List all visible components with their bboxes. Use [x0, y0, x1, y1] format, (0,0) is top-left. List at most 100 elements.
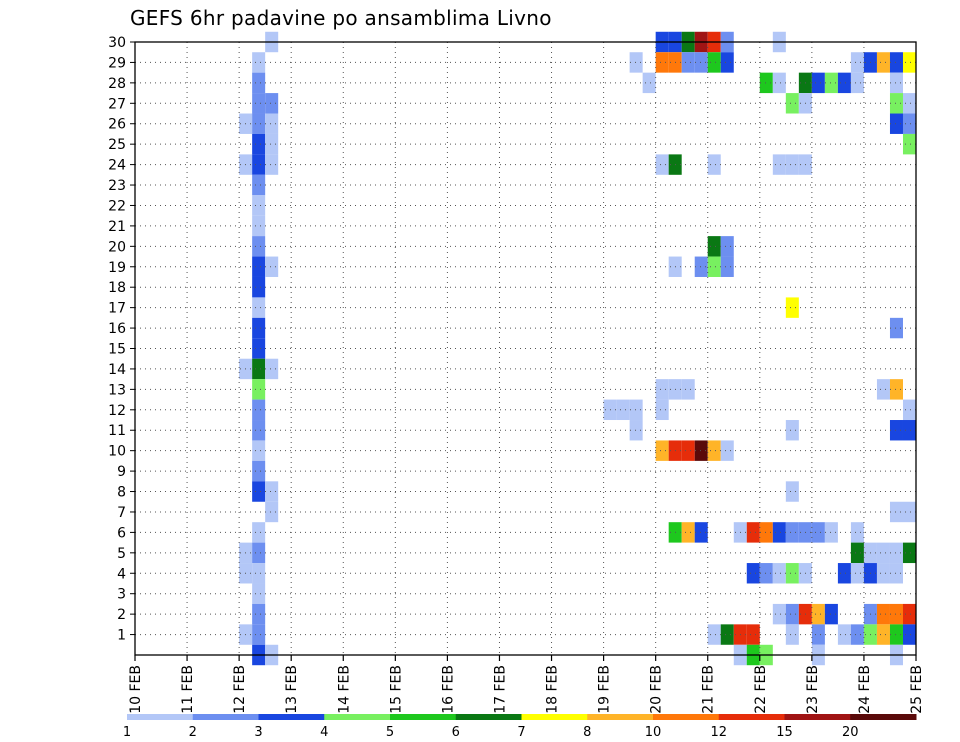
heatmap-cell — [746, 624, 760, 645]
heatmap-cell — [616, 399, 630, 421]
heatmap-cell — [707, 154, 721, 175]
colorbar-swatch — [653, 714, 720, 720]
heatmap-cell — [902, 93, 916, 114]
heatmap-cell — [889, 542, 903, 564]
colorbar-label: 3 — [254, 725, 262, 740]
heatmap-cell — [655, 440, 669, 461]
x-tick-label: 19 FEB — [597, 665, 613, 714]
heatmap-cell — [876, 379, 890, 400]
heatmap-cell — [252, 215, 266, 237]
heatmap-cell — [252, 603, 266, 625]
y-tick-label: 29 — [108, 55, 126, 71]
heatmap-cell — [772, 563, 786, 584]
colorbar-label: 10 — [645, 725, 662, 740]
heatmap-cell — [655, 154, 669, 175]
heatmap-cell — [889, 379, 903, 400]
y-tick-label: 19 — [108, 260, 126, 276]
heatmap-cell — [252, 522, 266, 543]
heatmap-cell — [759, 72, 773, 94]
heatmap-cell — [850, 542, 864, 564]
x-tick-label: 24 FEB — [857, 665, 873, 714]
heatmap-cell — [785, 420, 799, 441]
heatmap-cell — [655, 379, 669, 400]
y-tick-label: 17 — [108, 301, 126, 317]
heatmap-cell — [694, 52, 708, 73]
heatmap-cell — [694, 256, 708, 277]
heatmap-cell — [889, 72, 903, 94]
heatmap-cell — [889, 52, 903, 73]
heatmap-cell — [252, 563, 266, 584]
y-axis-ticks: 1234567891011121314151617181920212223242… — [108, 35, 135, 644]
heatmap-cell — [265, 93, 279, 114]
heatmap-cell — [850, 563, 864, 584]
y-tick-label: 20 — [108, 239, 126, 255]
x-tick-label: 18 FEB — [545, 665, 561, 714]
x-tick-label: 20 FEB — [649, 665, 665, 714]
heatmap-cell — [252, 399, 266, 421]
colorbar-label: 1 — [123, 725, 131, 740]
x-tick-label: 25 FEB — [909, 665, 925, 714]
heatmap-cell — [889, 624, 903, 645]
y-tick-label: 21 — [108, 219, 126, 235]
y-tick-label: 9 — [117, 464, 126, 480]
heatmap-cell — [772, 522, 786, 543]
heatmap-cell — [902, 52, 916, 73]
y-tick-label: 30 — [108, 35, 126, 51]
heatmap-cell — [707, 440, 721, 461]
heatmap-cell — [252, 583, 266, 604]
y-tick-label: 23 — [108, 178, 126, 194]
colorbar-swatch — [784, 714, 851, 720]
heatmap-cell — [252, 52, 266, 73]
y-tick-label: 27 — [108, 96, 126, 112]
heatmap-cell — [889, 563, 903, 584]
heatmap-cell — [629, 52, 643, 73]
y-tick-label: 18 — [108, 280, 126, 296]
heatmap-cell — [837, 72, 851, 94]
heatmap-cell — [265, 501, 279, 523]
colorbar-label: 15 — [776, 725, 793, 740]
y-tick-label: 15 — [108, 342, 126, 358]
heatmap-cell — [252, 379, 266, 400]
y-tick-label: 10 — [108, 444, 126, 460]
heatmap-cell — [902, 113, 916, 134]
heatmap-cell — [252, 440, 266, 461]
heatmap-cell — [902, 501, 916, 523]
heatmap-cell — [252, 358, 266, 380]
y-tick-label: 3 — [117, 587, 126, 603]
heatmap-cell — [759, 522, 773, 543]
colorbar-swatch — [850, 714, 917, 720]
heatmap-cell — [265, 113, 279, 134]
colorbar-swatch — [521, 714, 588, 720]
y-tick-label: 25 — [108, 137, 126, 153]
heatmap-cell — [252, 236, 266, 257]
heatmap-cell — [811, 624, 825, 645]
y-tick-label: 26 — [108, 117, 126, 133]
colorbar-swatch — [390, 714, 457, 720]
colorbar-label: 5 — [386, 725, 394, 740]
heatmap-cell — [772, 72, 786, 94]
heatmap-cell — [265, 256, 279, 277]
y-tick-label: 28 — [108, 76, 126, 92]
heatmap-cell — [837, 563, 851, 584]
heatmap-cell — [824, 72, 838, 94]
heatmap-cell — [785, 481, 799, 502]
heatmap-cell — [902, 420, 916, 441]
heatmap-cell — [850, 624, 864, 645]
heatmap-cell — [252, 542, 266, 564]
heatmap-cell — [642, 72, 656, 94]
colorbar-label: 7 — [517, 725, 525, 740]
y-tick-label: 16 — [108, 321, 126, 337]
heatmap-cell — [785, 154, 799, 175]
colorbar-swatch — [258, 714, 325, 720]
y-tick-label: 13 — [108, 382, 126, 398]
colorbar-label: 8 — [583, 725, 591, 740]
heatmap-cell — [785, 93, 799, 114]
heatmap-cell — [759, 563, 773, 584]
heatmap-cell — [252, 113, 266, 134]
y-tick-label: 7 — [117, 505, 126, 521]
heatmap-cell — [720, 256, 734, 277]
heatmap-cell — [876, 563, 890, 584]
y-tick-label: 5 — [117, 546, 126, 562]
heatmap-cell — [876, 542, 890, 564]
